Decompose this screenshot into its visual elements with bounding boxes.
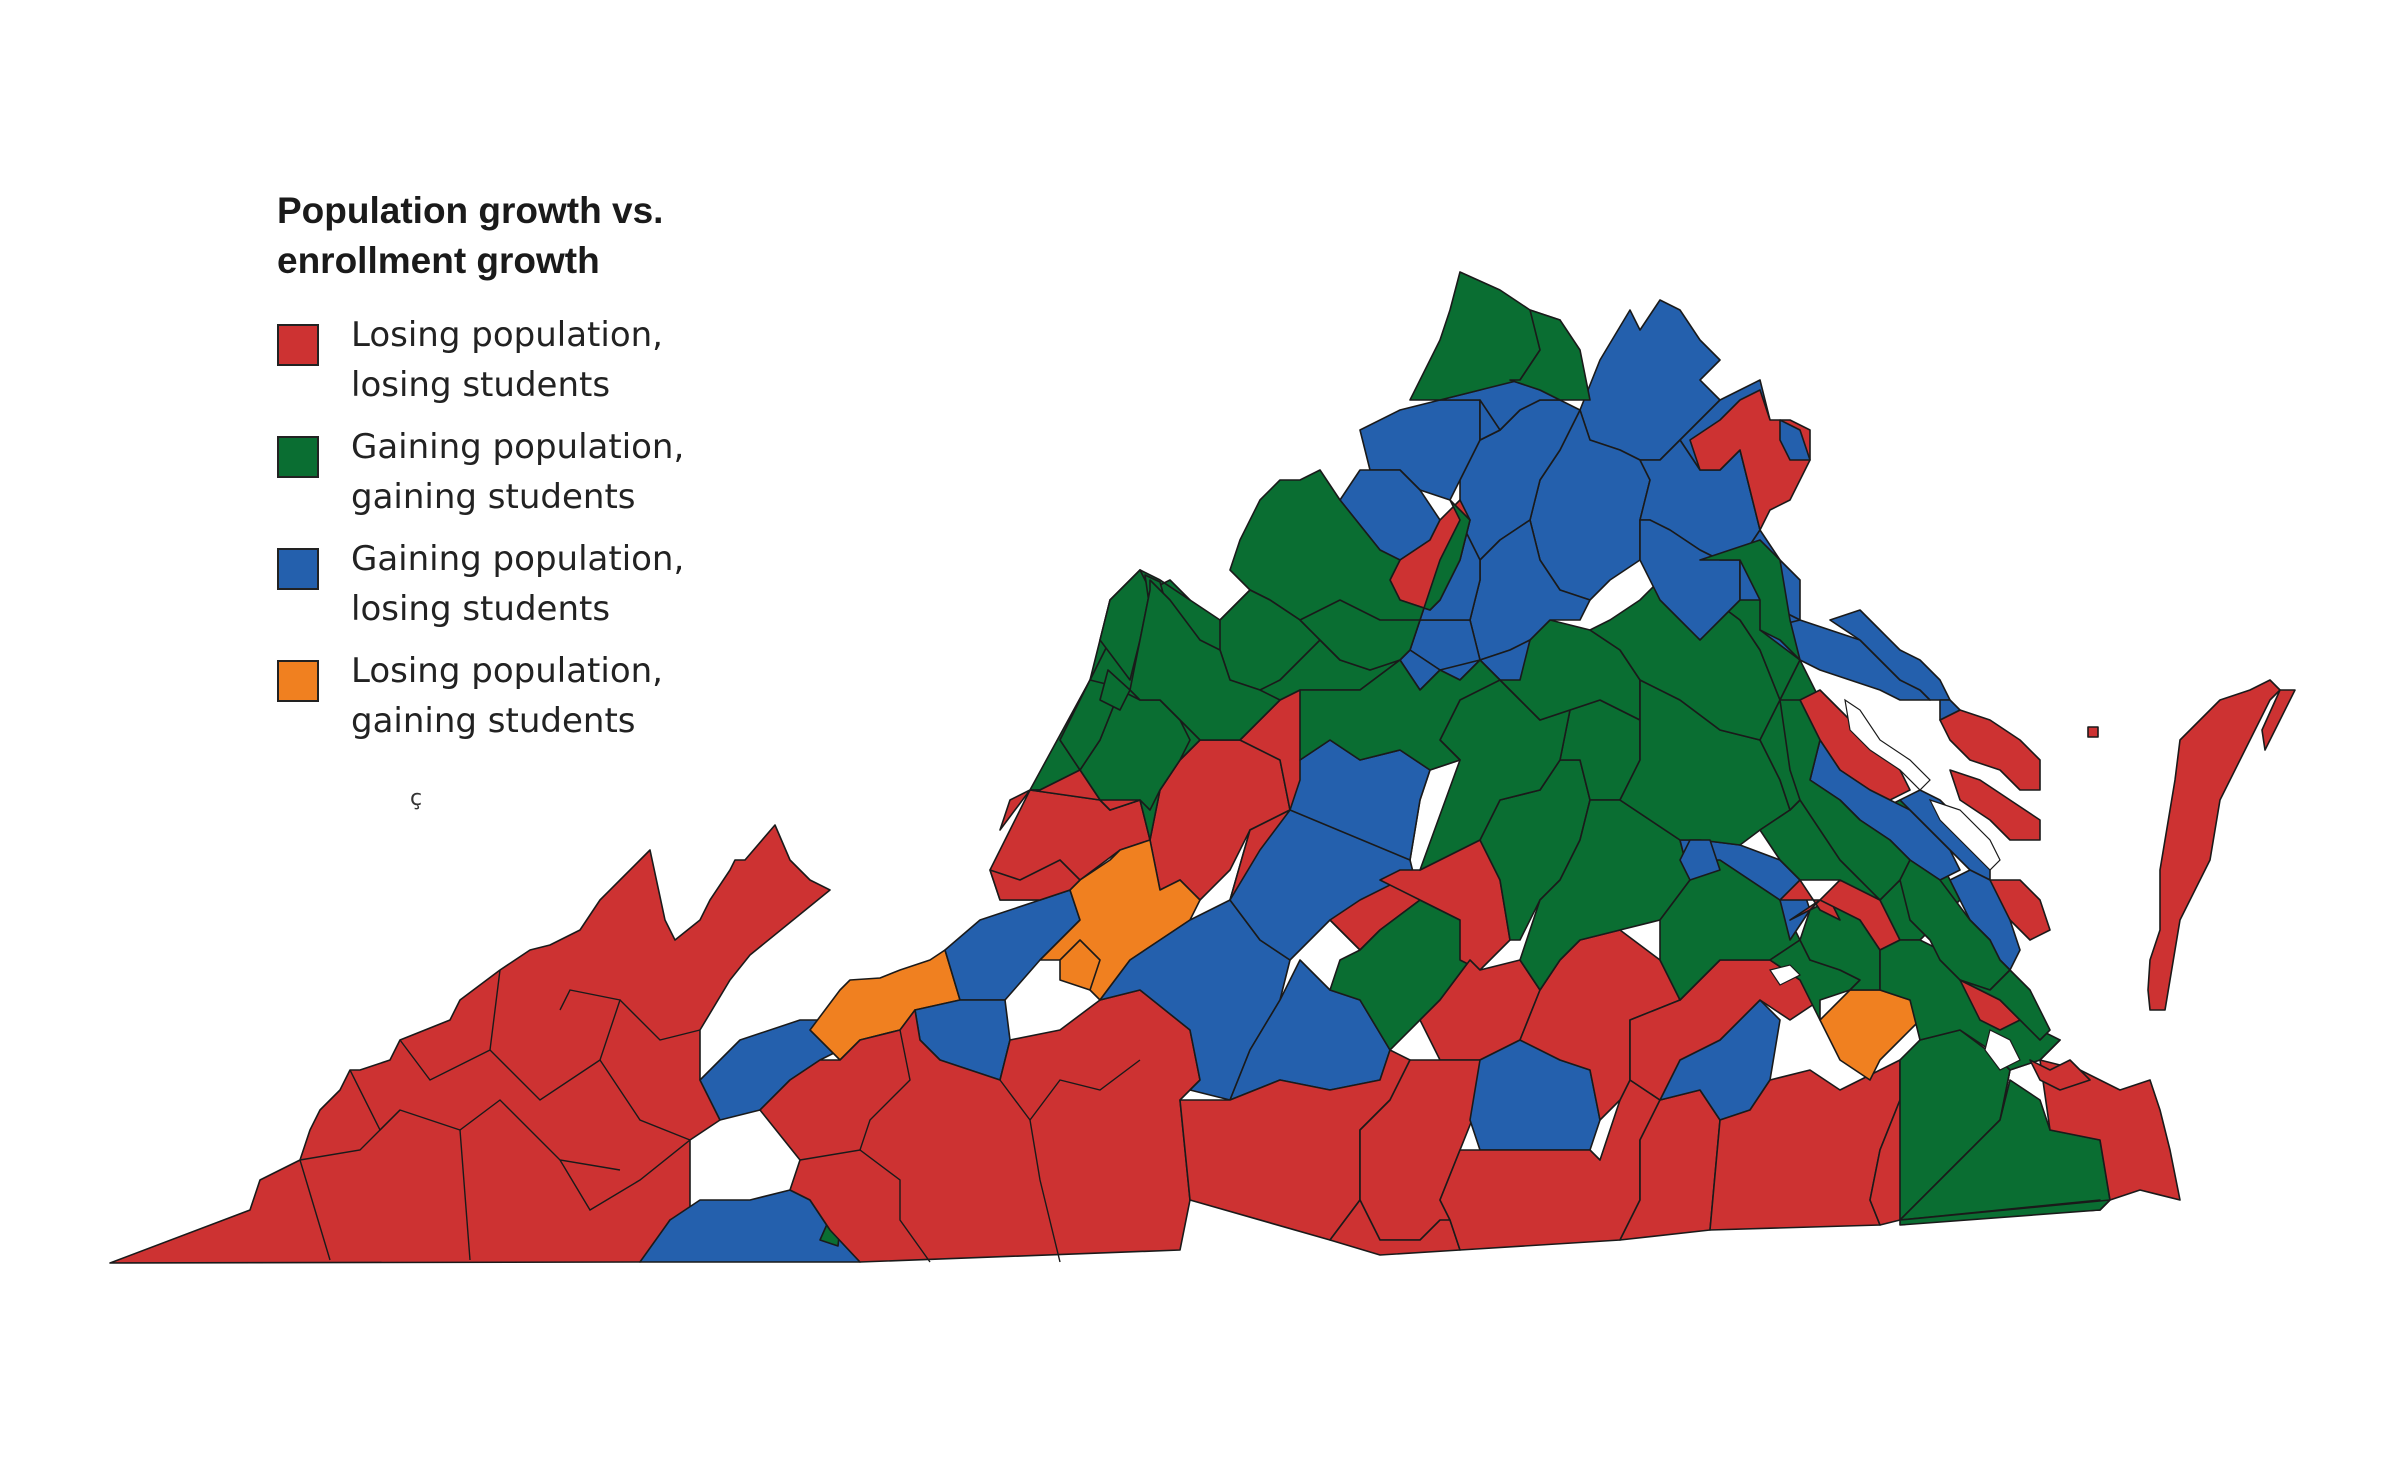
county-shape bbox=[999, 769, 1141, 831]
county-shape bbox=[109, 824, 831, 1264]
region-southwest bbox=[109, 824, 831, 1264]
legend-label-line2: losing students bbox=[351, 589, 611, 629]
legend-label: Losing population, losing students bbox=[351, 310, 791, 410]
legend-item-loss-loss: Losing population, losing students bbox=[277, 315, 797, 428]
county-shape bbox=[1479, 399, 1501, 441]
legend-label: Losing population, gaining students bbox=[351, 646, 791, 746]
county-shape bbox=[1939, 699, 1961, 721]
county-shape bbox=[1299, 659, 1501, 771]
map-legend: Population growth vs. enrollment growth … bbox=[277, 186, 797, 764]
legend-label: Gaining population, losing students bbox=[351, 534, 791, 634]
county-shape bbox=[1899, 1199, 2111, 1226]
county-shape bbox=[1509, 309, 1591, 401]
county-shape bbox=[1679, 839, 1721, 881]
stray-glyph: ç bbox=[410, 786, 423, 811]
legend-label-line2: gaining students bbox=[351, 701, 636, 741]
legend-label-line1: Gaining population, bbox=[351, 539, 685, 579]
county-shape bbox=[1639, 519, 1741, 641]
county-shape bbox=[1939, 709, 2041, 791]
legend-item-gain-loss: Gaining population, losing students bbox=[277, 539, 797, 652]
legend-label-line1: Losing population, bbox=[351, 651, 663, 691]
legend-swatch bbox=[277, 660, 319, 702]
county-shape bbox=[1699, 539, 1801, 661]
county-shape bbox=[2147, 679, 2281, 1011]
county-shape bbox=[989, 859, 1081, 901]
legend-title: Population growth vs. enrollment growth bbox=[277, 190, 664, 281]
county-shape bbox=[1949, 769, 2041, 841]
county-shape bbox=[1099, 669, 1131, 711]
legend-swatch bbox=[277, 436, 319, 478]
legend-label-line2: gaining students bbox=[351, 477, 636, 517]
county-shape bbox=[1959, 969, 2051, 1041]
county-shape bbox=[2029, 1059, 2091, 1091]
county-shape bbox=[1779, 419, 1811, 461]
legend-label: Gaining population, gaining students bbox=[351, 422, 791, 522]
legend-item-loss-gain: Losing population, gaining students bbox=[277, 651, 797, 764]
county-shape bbox=[1779, 699, 1911, 901]
legend-label-line2: losing students bbox=[351, 365, 611, 405]
legend-label-line1: Losing population, bbox=[351, 315, 663, 355]
county-shape bbox=[1329, 1199, 1461, 1256]
county-shape bbox=[1299, 599, 1421, 671]
county-shape bbox=[2261, 689, 2296, 751]
county-shape bbox=[1059, 939, 1101, 991]
legend-label-line1: Gaining population, bbox=[351, 427, 685, 467]
legend-swatch bbox=[277, 548, 319, 590]
legend-item-gain-gain: Gaining population, gaining students bbox=[277, 427, 797, 540]
county-shape bbox=[2087, 726, 2099, 738]
county-shape bbox=[1129, 579, 1281, 741]
legend-swatch bbox=[277, 324, 319, 366]
county-shape bbox=[2039, 1059, 2181, 1201]
